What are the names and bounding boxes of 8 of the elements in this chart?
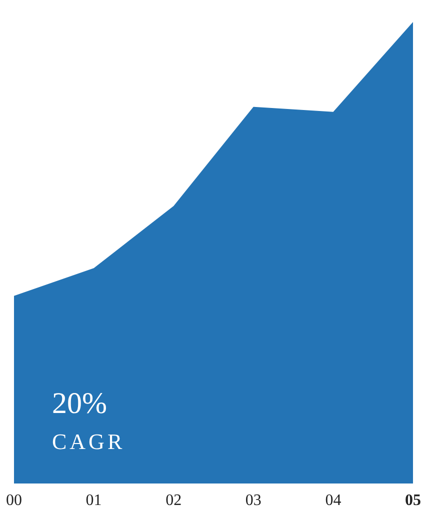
- annotation: CAGR: [52, 428, 126, 456]
- x-tick-label: 02: [166, 492, 182, 508]
- x-tick-label: 00: [6, 492, 22, 508]
- x-tick-label: 04: [325, 492, 342, 508]
- x-tick-label: 01: [86, 492, 102, 508]
- annotation: 20%: [52, 386, 107, 422]
- x-tick-label: 05: [405, 492, 421, 508]
- x-tick-label: 03: [245, 492, 262, 508]
